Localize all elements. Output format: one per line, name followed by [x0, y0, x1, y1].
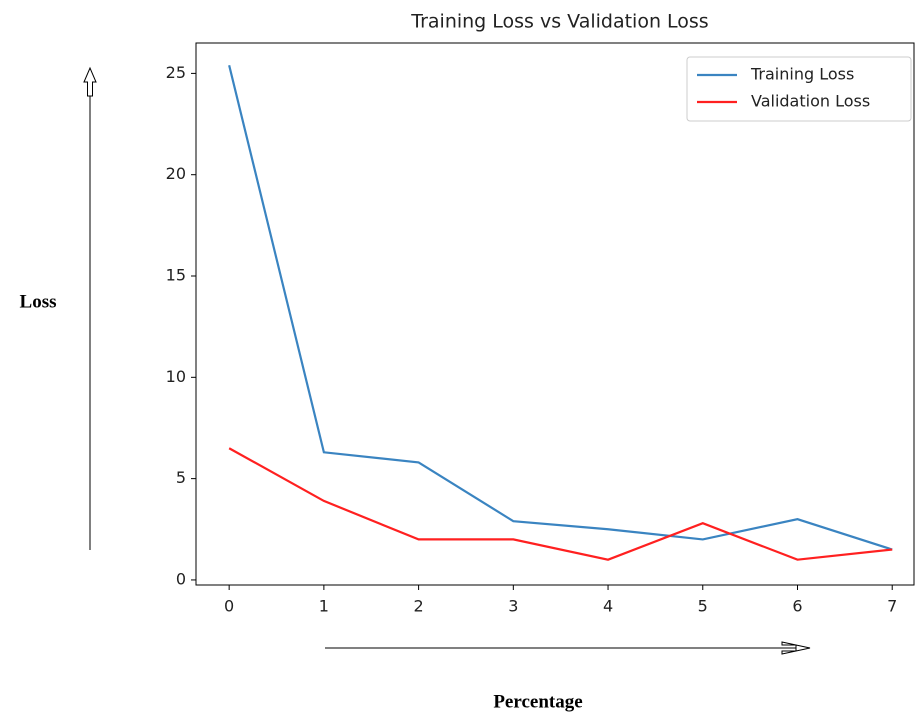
legend-box — [686, 56, 912, 122]
y-tick-label: 5 — [176, 468, 186, 487]
x-tick-label: 6 — [792, 597, 802, 616]
y-tick-label: 15 — [166, 266, 186, 285]
y-tick-label: 0 — [176, 569, 186, 588]
y-axis-label: Loss — [20, 291, 57, 312]
legend-label: Validation Loss — [751, 92, 870, 111]
x-tick-label: 4 — [603, 597, 613, 616]
chart-title: Training Loss vs Validation Loss — [410, 11, 708, 33]
plot-frame — [195, 42, 915, 586]
y-tick-label: 25 — [166, 63, 186, 82]
line-series — [228, 447, 893, 561]
x-tick-label: 3 — [508, 597, 518, 616]
y-arrow-head — [83, 66, 97, 97]
x-arrow-head — [781, 641, 811, 655]
x-tick-label: 7 — [887, 597, 897, 616]
x-axis-label: Percentage — [493, 691, 582, 712]
line-series — [228, 65, 893, 551]
y-tick-label: 20 — [166, 164, 186, 183]
x-tick-label: 0 — [224, 597, 234, 616]
x-tick-label: 1 — [319, 597, 329, 616]
x-tick-label: 2 — [414, 597, 424, 616]
x-tick-label: 5 — [698, 597, 708, 616]
y-tick-label: 10 — [166, 367, 186, 386]
legend-label: Training Loss — [750, 65, 854, 84]
